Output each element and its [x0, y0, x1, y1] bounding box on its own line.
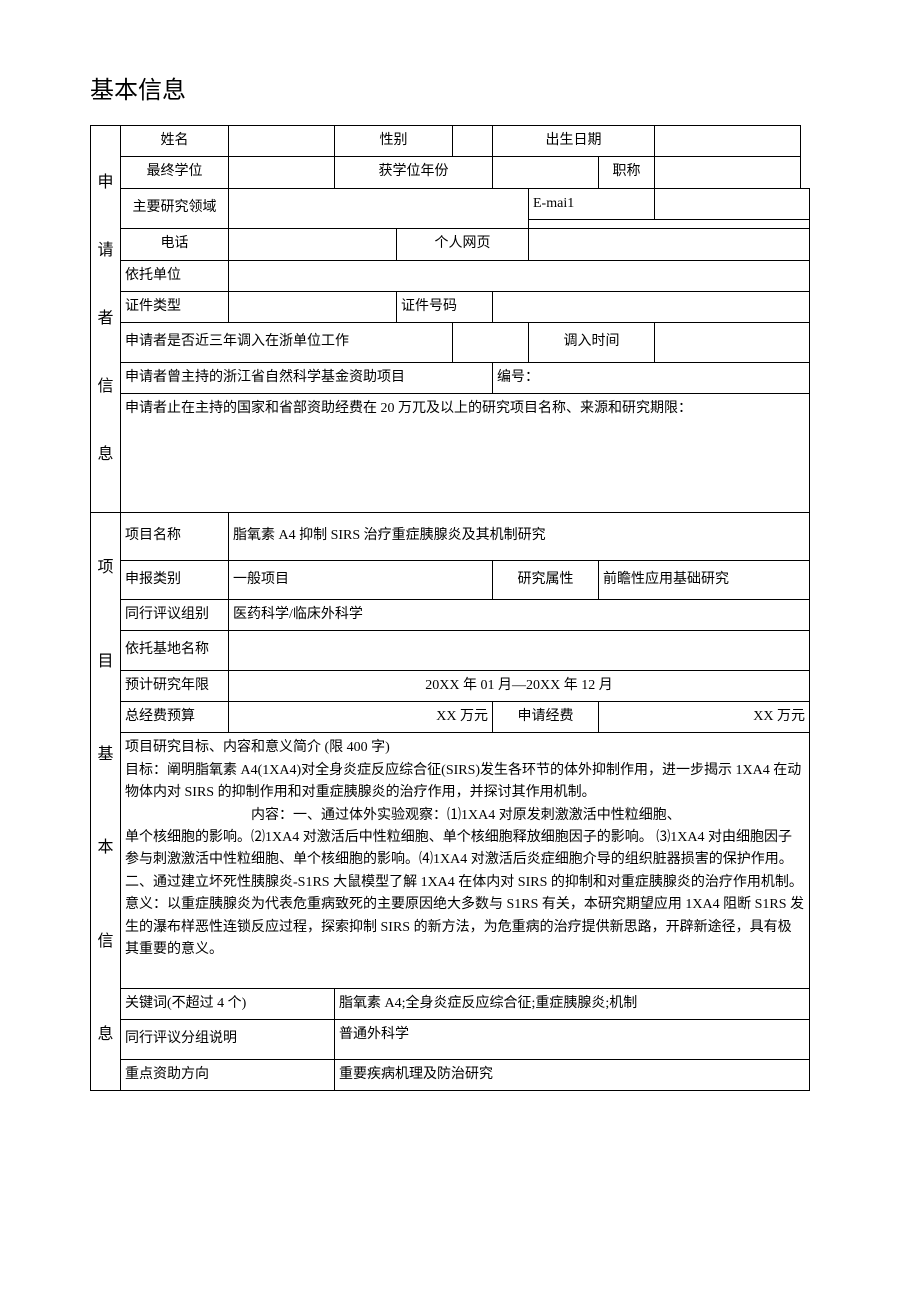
priority-value: 重要疾病机理及防治研究	[335, 1059, 810, 1090]
priority-label: 重点资助方向	[121, 1059, 335, 1090]
prev-fund-no[interactable]: 编号：	[493, 362, 810, 393]
ongoing-projects[interactable]: 申请者止在主持的国家和省部资助经费在 20 万兀及以上的研究项目名称、来源和研究…	[121, 394, 810, 513]
transfer-label: 申请者是否近三年调入在浙单位工作	[121, 323, 453, 362]
summary-body-3: 单个核细胞的影响。⑵1XA4 对激活后中性粒细胞、单个核细胞释放细胞因子的影响。…	[125, 830, 804, 957]
summary-body-2: 内容：一、通过体外实验观察：⑴1XA4 对原发刺激激活中性粒细胞、	[125, 805, 805, 827]
project-type-value: 一般项目	[229, 560, 493, 599]
id-type-label: 证件类型	[121, 291, 229, 322]
prev-fund-label: 申请者曾主持的浙江省自然科学基金资助项目	[121, 362, 493, 393]
transfer-time-label: 调入时间	[529, 323, 655, 362]
gender-value[interactable]	[453, 126, 493, 157]
project-type-label: 申报类别	[121, 560, 229, 599]
review-group-label: 同行评议组别	[121, 599, 229, 630]
degree-label: 最终学位	[121, 157, 229, 188]
summary-cell: 项目研究目标、内容和意义简介 (限 400 字) 目标：阐明脂氧素 A4(1XA…	[121, 733, 810, 988]
base-label: 依托基地名称	[121, 631, 229, 670]
summary-label: 项目研究目标、内容和意义简介 (限 400 字)	[125, 740, 390, 755]
total-budget-label: 总经费预算	[121, 702, 229, 733]
degree-year-value[interactable]	[493, 157, 599, 188]
email-value[interactable]	[655, 188, 810, 219]
project-name-value: 脂氧素 A4 抑制 SIRS 治疗重症胰腺炎及其机制研究	[229, 513, 810, 560]
name-value[interactable]	[229, 126, 335, 157]
project-attr-value: 前瞻性应用基础研究	[599, 560, 810, 599]
institution-value[interactable]	[229, 260, 810, 291]
keywords-label: 关键词(不超过 4 个)	[121, 988, 335, 1019]
review-group-value: 医药科学/临床外科学	[229, 599, 810, 630]
spacer-1	[529, 220, 810, 229]
phone-label: 电话	[121, 229, 229, 260]
project-attr-label: 研究属性	[493, 560, 599, 599]
email-label: E-mai1	[529, 188, 655, 219]
project-name-label: 项目名称	[121, 513, 229, 560]
birth-value[interactable]	[655, 126, 801, 157]
page-title: 基本信息	[90, 70, 810, 105]
basic-info-table: 申请者信息 姓名 性别 出生日期 最终学位 获学位年份 职称 主要研究领域 E-…	[90, 125, 810, 1091]
base-value[interactable]	[229, 631, 810, 670]
birth-label: 出生日期	[493, 126, 655, 157]
name-label: 姓名	[121, 126, 229, 157]
institution-label: 依托单位	[121, 260, 229, 291]
transfer-value[interactable]	[453, 323, 529, 362]
field-label: 主要研究领域	[121, 188, 229, 228]
total-budget-value: XX 万元	[229, 702, 493, 733]
field-value[interactable]	[229, 188, 529, 228]
keywords-value: 脂氧素 A4;全身炎症反应综合征;重症胰腺炎;机制	[335, 988, 810, 1019]
id-number-value[interactable]	[493, 291, 810, 322]
title-label: 职称	[599, 157, 655, 188]
homepage-label: 个人网页	[397, 229, 529, 260]
subgroup-value: 普通外科学	[335, 1020, 810, 1059]
summary-body-1: 目标：阐明脂氧素 A4(1XA4)对全身炎症反应综合征(SIRS)发生各环节的体…	[125, 763, 801, 800]
applicant-section-label: 申请者信息	[91, 126, 121, 513]
phone-value[interactable]	[229, 229, 397, 260]
gender-label: 性别	[335, 126, 453, 157]
degree-year-label: 获学位年份	[335, 157, 493, 188]
id-type-value[interactable]	[229, 291, 397, 322]
request-budget-value: XX 万元	[599, 702, 810, 733]
subgroup-label: 同行评议分组说明	[121, 1020, 335, 1059]
project-section-label: 项目基本信息	[91, 513, 121, 1091]
request-budget-label: 申请经费	[493, 702, 599, 733]
degree-value[interactable]	[229, 157, 335, 188]
duration-label: 预计研究年限	[121, 670, 229, 701]
transfer-time-value[interactable]	[655, 323, 810, 362]
title-value[interactable]	[655, 157, 801, 188]
id-number-label: 证件号码	[397, 291, 493, 322]
homepage-value[interactable]	[529, 229, 810, 260]
duration-value: 20XX 年 01 月—20XX 年 12 月	[229, 670, 810, 701]
